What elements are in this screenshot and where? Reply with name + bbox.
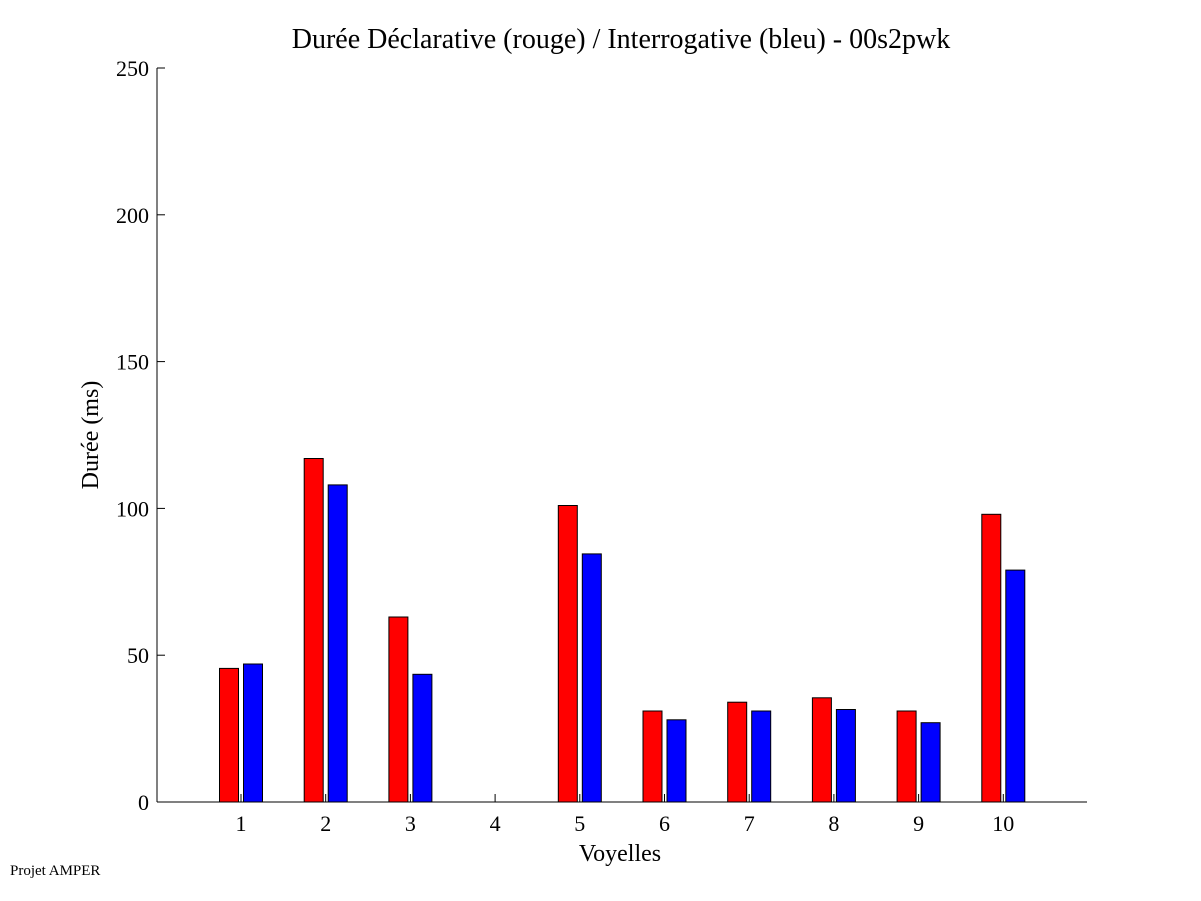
bar-s2-1 — [243, 663, 263, 803]
bar-s2-6 — [666, 719, 687, 803]
bar-s1-10 — [981, 513, 1002, 803]
bar-s2-10 — [1005, 569, 1026, 803]
x-tick-label-2: 2 — [320, 811, 331, 836]
bar-s2-7 — [751, 710, 772, 803]
y-axis-label: Durée (ms) — [78, 381, 104, 490]
x-tick-label-3: 3 — [405, 811, 416, 836]
x-tick-label-10: 10 — [992, 811, 1014, 836]
bar-s1-8 — [811, 697, 832, 803]
bar-s2-9 — [920, 722, 941, 803]
x-tick-label-4: 4 — [490, 811, 501, 836]
x-axis-label: Voyelles — [579, 841, 661, 867]
bar-s1-7 — [727, 701, 748, 803]
bar-s2-5 — [581, 553, 602, 803]
bar-s1-2 — [303, 458, 324, 803]
y-tick-label-200: 200 — [116, 203, 149, 228]
axes-group: 0 50 100 150 200 250 1 2 3 4 5 6 7 8 9 10 — [116, 56, 1087, 836]
y-tick-label-100: 100 — [116, 496, 149, 521]
x-tick-label-9: 9 — [913, 811, 924, 836]
bar-s1-3 — [388, 616, 409, 803]
y-tick-label-50: 50 — [127, 643, 149, 668]
x-tick-label-6: 6 — [659, 811, 670, 836]
x-tick-label-7: 7 — [744, 811, 755, 836]
bar-s1-5 — [557, 505, 578, 803]
x-tick-label-1: 1 — [236, 811, 247, 836]
y-tick-label-250: 250 — [116, 56, 149, 81]
footer-note: Projet AMPER — [10, 863, 101, 879]
bar-s1-1 — [219, 667, 239, 803]
chart-title: Durée Déclarative (rouge) / Interrogativ… — [292, 24, 951, 55]
y-tick-label-150: 150 — [116, 350, 149, 375]
bar-s2-3 — [412, 673, 433, 803]
bar-s2-2 — [327, 484, 348, 803]
x-tick-label-8: 8 — [828, 811, 839, 836]
x-tick-label-5: 5 — [574, 811, 585, 836]
bars-group — [219, 458, 1026, 803]
bar-s2-8 — [835, 709, 856, 803]
bar-s1-6 — [642, 710, 663, 803]
bar-s1-9 — [896, 710, 917, 803]
y-tick-label-0: 0 — [138, 790, 149, 815]
